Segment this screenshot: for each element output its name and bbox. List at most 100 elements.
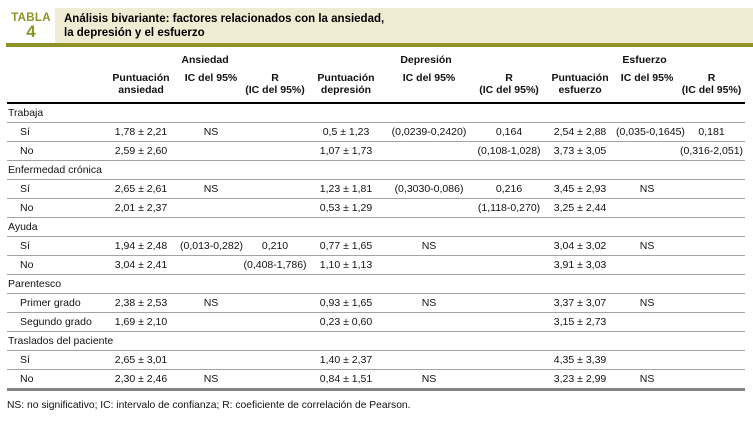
table-header: Ansiedad Depresión Esfuerzo Puntuación an… bbox=[7, 47, 746, 104]
group-header-esfuerzo: Esfuerzo bbox=[622, 54, 667, 66]
value-cell: 1,69 ± 2,10 bbox=[102, 312, 180, 332]
value-cell bbox=[242, 369, 308, 388]
value-cell: NS bbox=[384, 293, 475, 313]
value-cell: 3,37 ± 3,07 bbox=[544, 293, 617, 313]
value-cell bbox=[384, 350, 475, 370]
value-cell: 3,23 ± 2,99 bbox=[553, 372, 607, 385]
table-row: Sí 2,65 ± 3,01 1,40 ± 2,37 4,35 ± 3,39 bbox=[7, 350, 746, 370]
table-row: No 2,30 ± 2,46 NS 0,84 ± 1,51 NS 3,23 ± … bbox=[7, 369, 745, 388]
value-cell: (0,408-1,786) bbox=[242, 255, 309, 275]
table-row: Sí 1,78 ± 2,21 NS 0,5 ± 1,23 (0,0239-0,2… bbox=[7, 122, 746, 142]
table-row: No 2,59 ± 2,60 1,07 ± 1,73 (0,108-1,028)… bbox=[7, 141, 746, 161]
value-cell: NS bbox=[384, 236, 475, 256]
header-line: IC del 95% bbox=[620, 72, 674, 84]
table-row: Sí 1,94 ± 2,48 (0,013-0,282) 0,210 0,77 … bbox=[7, 236, 746, 256]
value-cell bbox=[678, 236, 746, 256]
empty-corner-cell bbox=[7, 47, 102, 69]
value-cell: (0,0239-0,2420) bbox=[384, 122, 475, 142]
table-row: No 3,04 ± 2,41 (0,408-1,786) 1,10 ± 1,13… bbox=[7, 255, 746, 275]
value-cell bbox=[616, 312, 679, 332]
value-cell bbox=[474, 369, 544, 388]
value-cell bbox=[616, 350, 679, 370]
section-row-parentesco: Parentesco bbox=[7, 274, 746, 294]
empty-corner-cell bbox=[7, 69, 102, 104]
value-cell bbox=[242, 293, 309, 313]
group-header-row: Ansiedad Depresión Esfuerzo bbox=[7, 47, 745, 69]
table-row: Primer grado 2,38 ± 2,53 NS 0,93 ± 1,65 … bbox=[7, 293, 746, 313]
column-header-puntuacion-depresion: Puntuación depresión bbox=[308, 69, 385, 104]
value-cell bbox=[678, 369, 745, 388]
column-header-ic95-depresion: IC del 95% bbox=[384, 69, 475, 104]
value-cell: (0,316-2,051) bbox=[678, 141, 746, 161]
value-cell: NS bbox=[180, 122, 242, 142]
header-line: depresión bbox=[320, 83, 372, 96]
column-header-puntuacion-esfuerzo: Puntuación esfuerzo bbox=[544, 69, 617, 104]
value-cell: 0,93 ± 1,65 bbox=[308, 293, 385, 313]
title-divider-rule bbox=[6, 43, 753, 47]
value-cell bbox=[384, 255, 475, 275]
table-title: Análisis bivariante: factores relacionad… bbox=[55, 8, 753, 43]
value-cell bbox=[242, 198, 309, 218]
row-label: Sí bbox=[7, 122, 102, 142]
value-cell: 0,77 ± 1,65 bbox=[308, 236, 385, 256]
row-label: Segundo grado bbox=[7, 312, 102, 332]
table-title-line1: Análisis bivariante: factores relacionad… bbox=[64, 13, 385, 25]
row-label: No bbox=[7, 198, 102, 218]
value-cell bbox=[180, 141, 242, 161]
header-line: esfuerzo bbox=[558, 83, 602, 96]
value-cell: (0,013-0,282) bbox=[180, 236, 243, 256]
group-header-depresion: Depresión bbox=[400, 54, 452, 66]
header-line: IC del 95% bbox=[402, 72, 456, 84]
value-cell: NS bbox=[616, 293, 679, 313]
column-header-ic95-esfuerzo: IC del 95% bbox=[616, 69, 679, 104]
value-cell: 1,10 ± 1,13 bbox=[308, 255, 385, 275]
value-cell: 1,07 ± 1,73 bbox=[308, 141, 385, 161]
value-cell: 0,84 ± 1,51 bbox=[319, 372, 373, 385]
value-cell: 2,65 ± 2,61 bbox=[102, 179, 180, 199]
value-cell: NS bbox=[180, 179, 242, 199]
section-row-enfermedad-cronica: Enfermedad crónica bbox=[7, 160, 746, 180]
value-cell bbox=[242, 141, 309, 161]
section-label: Parentesco bbox=[7, 274, 746, 294]
table-badge-label: TABLA bbox=[11, 11, 51, 24]
value-cell bbox=[678, 350, 746, 370]
value-cell: 2,65 ± 3,01 bbox=[102, 350, 180, 370]
header-line: (IC del 95%) bbox=[479, 83, 539, 96]
header-line: ansiedad bbox=[118, 83, 164, 96]
value-cell: 2,30 ± 2,46 bbox=[114, 372, 168, 385]
value-cell bbox=[384, 312, 475, 332]
value-cell bbox=[384, 198, 475, 218]
value-cell bbox=[474, 312, 545, 332]
value-cell: 3,25 ± 2,44 bbox=[544, 198, 617, 218]
value-cell: NS bbox=[180, 293, 242, 313]
value-cell bbox=[474, 236, 545, 256]
header-line: (IC del 95%) bbox=[245, 83, 305, 96]
value-cell bbox=[180, 198, 242, 218]
row-label: No bbox=[20, 372, 34, 385]
header-line: (IC del 95%) bbox=[681, 83, 742, 96]
row-label: Primer grado bbox=[7, 293, 102, 313]
header-line: R bbox=[505, 72, 513, 84]
value-cell bbox=[678, 255, 746, 275]
group-header-ansiedad: Ansiedad bbox=[181, 54, 229, 66]
value-cell: (0,3030-0,086) bbox=[384, 179, 475, 199]
value-cell bbox=[616, 141, 679, 161]
value-cell bbox=[180, 255, 242, 275]
column-header-r-depresion: R (IC del 95%) bbox=[474, 69, 545, 104]
value-cell bbox=[474, 293, 545, 313]
table-badge-number: 4 bbox=[26, 21, 36, 41]
value-cell: 3,04 ± 2,41 bbox=[102, 255, 180, 275]
value-cell: (0,108-1,028) bbox=[474, 141, 545, 161]
value-cell bbox=[678, 179, 746, 199]
value-cell bbox=[242, 312, 309, 332]
value-cell bbox=[678, 312, 746, 332]
column-header-puntuacion-ansiedad: Puntuación ansiedad bbox=[102, 69, 180, 104]
value-cell: 4,35 ± 3,39 bbox=[544, 350, 617, 370]
section-label: Enfermedad crónica bbox=[7, 160, 746, 180]
header-line: R bbox=[271, 72, 279, 84]
value-cell: 3,73 ± 3,05 bbox=[544, 141, 617, 161]
value-cell bbox=[616, 198, 679, 218]
header-line: Puntuación bbox=[551, 72, 609, 84]
value-cell: 0,164 bbox=[474, 122, 545, 142]
value-cell bbox=[180, 312, 242, 332]
